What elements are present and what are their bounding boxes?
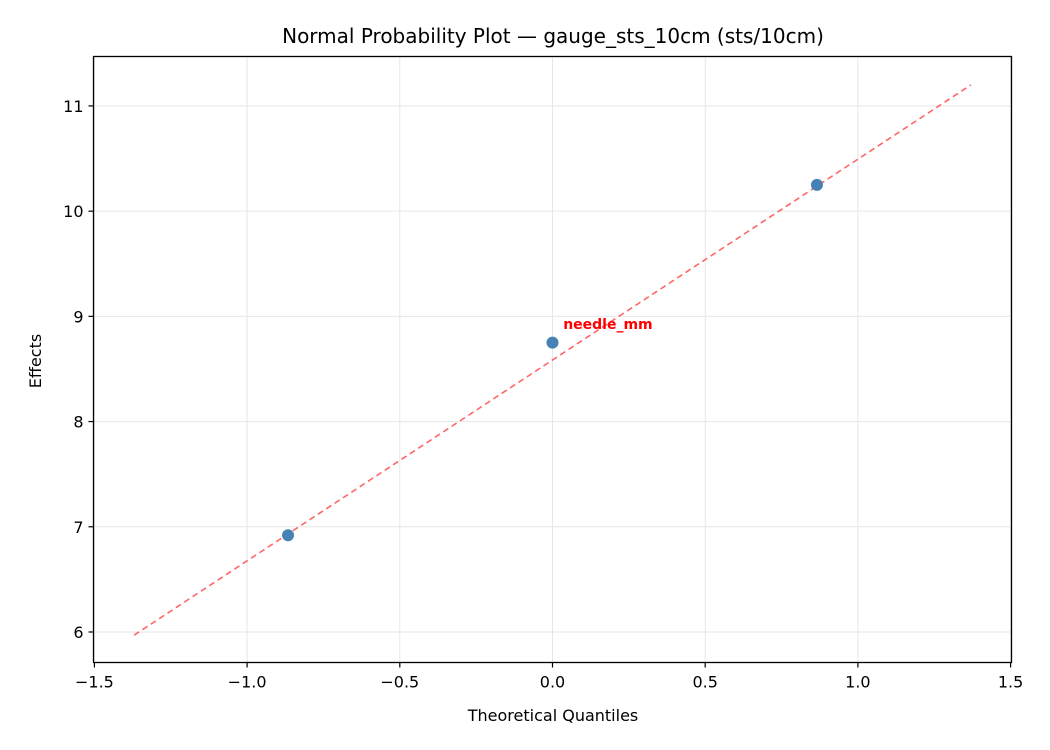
annotations: needle_mm bbox=[563, 317, 652, 333]
data-point bbox=[810, 178, 823, 191]
x-tick-label: −1.0 bbox=[228, 673, 267, 692]
y-tick-label: 6 bbox=[73, 623, 83, 642]
x-axis-ticks: −1.5 −1.0 −0.5 0.0 0.5 1.0 1.5 bbox=[75, 662, 1023, 692]
x-tick-label: 0.0 bbox=[540, 673, 565, 692]
data-point bbox=[282, 529, 295, 542]
y-axis-label: Effects bbox=[26, 334, 45, 388]
x-tick-label: 1.0 bbox=[845, 673, 870, 692]
x-tick-label: −0.5 bbox=[380, 673, 419, 692]
x-axis-label: Theoretical Quantiles bbox=[467, 706, 639, 725]
reference-line-segment bbox=[133, 84, 972, 636]
point-annotation: needle_mm bbox=[563, 317, 652, 333]
y-axis-ticks: 6 7 8 9 10 11 bbox=[63, 97, 94, 642]
x-tick-label: −1.5 bbox=[75, 673, 114, 692]
data-point bbox=[546, 336, 559, 349]
y-tick-label: 11 bbox=[63, 97, 83, 116]
grid-lines bbox=[93, 56, 1012, 663]
y-tick-label: 7 bbox=[73, 518, 83, 537]
chart-title: Normal Probability Plot — gauge_sts_10cm… bbox=[282, 24, 824, 48]
y-tick-label: 10 bbox=[63, 202, 83, 221]
y-tick-label: 8 bbox=[73, 413, 83, 432]
reference-line bbox=[133, 84, 972, 636]
x-tick-label: 1.5 bbox=[998, 673, 1023, 692]
x-tick-label: 0.5 bbox=[692, 673, 717, 692]
y-tick-label: 9 bbox=[73, 307, 83, 326]
data-points bbox=[282, 178, 823, 542]
